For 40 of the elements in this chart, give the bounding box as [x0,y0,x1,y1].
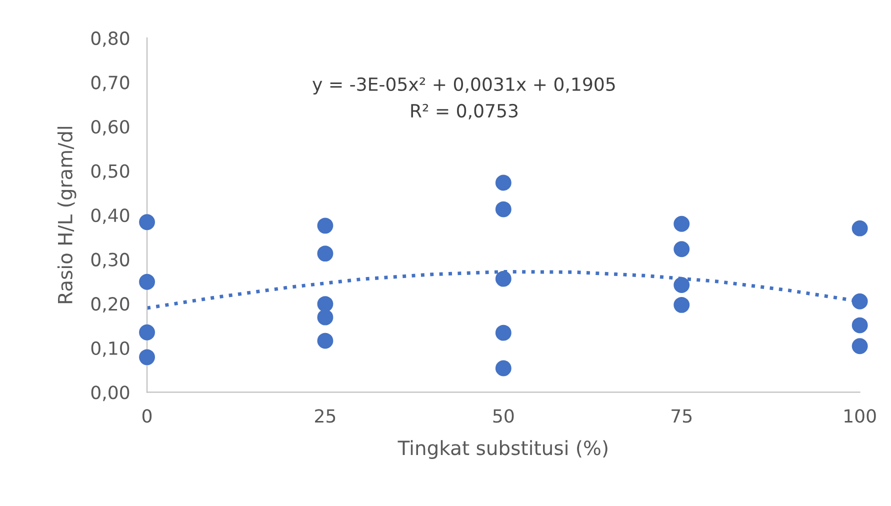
point [139,349,155,366]
point [317,309,334,326]
x-axis-title: Tingkat substitusi (%) [398,440,608,459]
y-tick-label: 0,50 [91,164,130,180]
point [139,274,155,290]
point [852,220,868,236]
y-tick-label: 0,40 [91,208,130,224]
x-tick-label: 0 [142,409,152,423]
point [139,214,155,230]
point [317,332,334,349]
x-tick-label: 100 [844,409,876,423]
point [317,296,334,312]
point [495,174,512,191]
point [495,324,512,341]
x-tick-label: 25 [315,409,336,423]
point [495,201,512,218]
y-tick-label: 0,10 [91,341,130,357]
point [674,241,690,258]
point [852,317,868,334]
point [674,296,690,313]
y-axis-title: Rasio H/L (gram/dl [57,126,76,304]
point [674,277,690,293]
point [852,338,868,354]
x-tick-label: 75 [672,409,692,423]
y-tick-label: 0,00 [91,386,130,402]
annotation: R² = 0,0753 [411,104,518,120]
y-tick-label: 0,30 [91,252,130,268]
y-tick-label: 0,60 [91,120,130,136]
point [495,360,512,376]
point [139,324,155,340]
point [317,218,334,234]
point [495,270,512,287]
y-tick-label: 0,70 [91,76,130,92]
y-tick-label: 0,80 [91,31,130,47]
point [674,216,690,232]
point [852,293,868,310]
x-tick-label: 50 [493,409,514,423]
annotation: y = -3E-05x² + 0,0031x + 0,1905 [312,77,615,95]
point [317,246,334,262]
y-tick-label: 0,20 [91,297,130,313]
